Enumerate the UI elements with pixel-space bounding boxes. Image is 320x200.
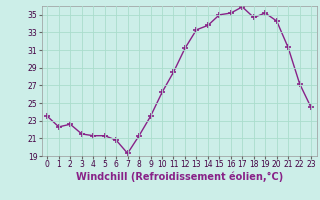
- X-axis label: Windchill (Refroidissement éolien,°C): Windchill (Refroidissement éolien,°C): [76, 172, 283, 182]
